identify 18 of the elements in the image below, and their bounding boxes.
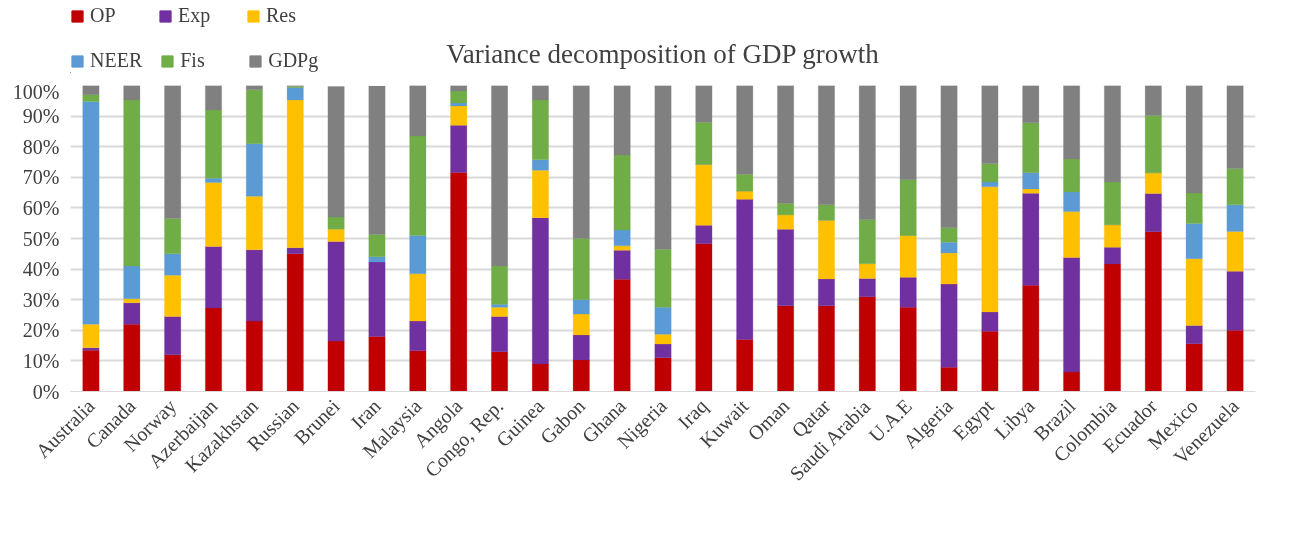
chart-title: Variance decomposition of GDP growth xyxy=(446,39,880,70)
legend-label: Fis xyxy=(180,49,206,72)
y-tick-label: 70% xyxy=(22,166,60,189)
y-tick-label: 80% xyxy=(22,135,60,158)
y-tick-label: 10% xyxy=(22,349,60,372)
y-tick-label: 50% xyxy=(22,227,60,250)
y-tick-label: 40% xyxy=(22,258,60,281)
legend-label: Res xyxy=(266,4,297,27)
legend-label: NEER xyxy=(90,49,143,72)
legend-label: GDPg xyxy=(268,49,319,72)
y-tick-label: 90% xyxy=(22,105,60,128)
y-tick-label: 100% xyxy=(12,80,60,103)
legend-label: Exp xyxy=(178,4,212,27)
y-tick-label: 60% xyxy=(22,196,60,219)
y-tick-label: 0% xyxy=(32,380,60,403)
legend-label: OP xyxy=(90,4,117,27)
y-tick-label: 30% xyxy=(22,288,60,311)
y-tick-label: 20% xyxy=(22,319,60,342)
